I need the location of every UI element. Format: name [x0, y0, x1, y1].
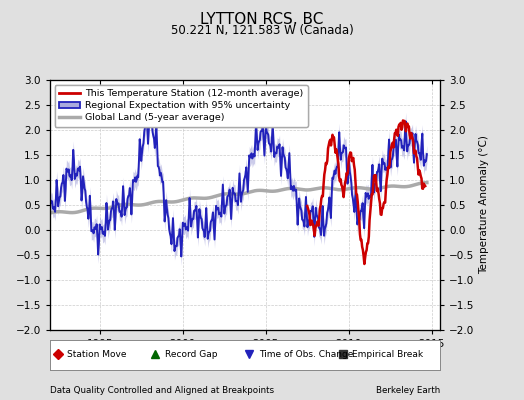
Text: Data Quality Controlled and Aligned at Breakpoints: Data Quality Controlled and Aligned at B…: [50, 386, 274, 395]
Y-axis label: Temperature Anomaly (°C): Temperature Anomaly (°C): [479, 136, 489, 274]
Text: Berkeley Earth: Berkeley Earth: [376, 386, 440, 395]
Text: 50.221 N, 121.583 W (Canada): 50.221 N, 121.583 W (Canada): [171, 24, 353, 37]
Text: LYTTON RCS, BC: LYTTON RCS, BC: [200, 12, 324, 27]
Legend: This Temperature Station (12-month average), Regional Expectation with 95% uncer: This Temperature Station (12-month avera…: [54, 85, 308, 127]
Text: Time of Obs. Change: Time of Obs. Change: [259, 350, 353, 359]
Text: Record Gap: Record Gap: [165, 350, 217, 359]
Text: Empirical Break: Empirical Break: [352, 350, 423, 359]
Text: Station Move: Station Move: [68, 350, 127, 359]
